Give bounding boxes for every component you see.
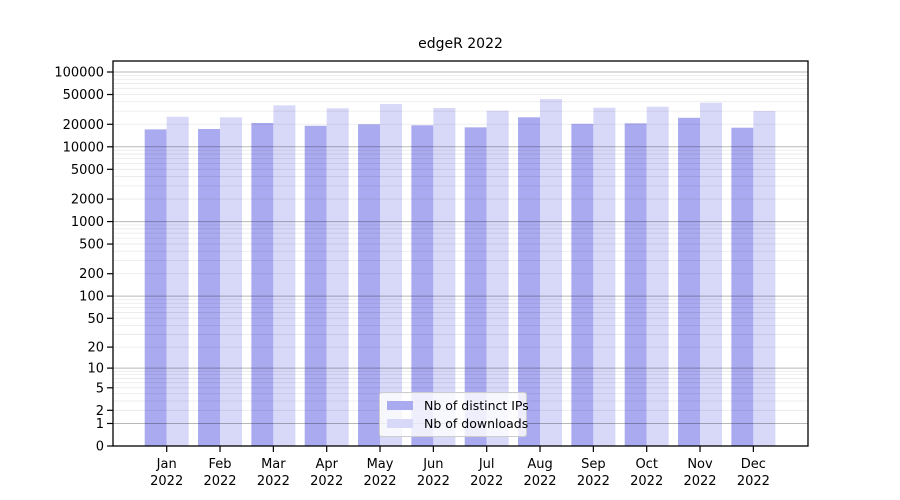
- y-tick-label: 10: [87, 362, 104, 377]
- legend-item-downloads: Nb of downloads: [387, 416, 528, 431]
- legend-item-distinct-ips: Nb of distinct IPs: [387, 398, 529, 413]
- x-tick-label-year: 2022: [310, 474, 343, 489]
- x-tick-label-year: 2022: [150, 474, 183, 489]
- bar-apr-downloads: [326, 108, 349, 446]
- x-tick-label-year: 2022: [363, 474, 396, 489]
- x-tick-label-year: 2022: [203, 474, 236, 489]
- bar-jan-downloads: [166, 116, 189, 447]
- bar-jun-distinct-ips: [411, 125, 434, 447]
- x-tick-label-month: Jun: [422, 457, 443, 472]
- legend-swatch-downloads-icon: [387, 419, 413, 428]
- bar-feb-downloads: [220, 117, 243, 446]
- bar-jul-downloads: [486, 110, 509, 447]
- y-tick-label: 50: [87, 312, 104, 327]
- bar-jul-distinct-ips: [464, 127, 487, 446]
- y-tick-label: 50000: [63, 88, 104, 103]
- x-tick-label-year: 2022: [523, 474, 556, 489]
- bar-aug-downloads: [540, 99, 563, 446]
- y-tick-label: 200: [79, 267, 104, 282]
- x-tick-label-year: 2022: [577, 474, 610, 489]
- x-tick-label-year: 2022: [417, 474, 450, 489]
- y-tick-label: 0: [96, 440, 104, 455]
- y-tick-label: 500: [79, 238, 104, 253]
- x-tick-label-month: May: [367, 457, 394, 472]
- x-tick-label-year: 2022: [737, 474, 770, 489]
- bar-dec-distinct-ips: [731, 127, 754, 446]
- y-tick-label: 1000: [71, 215, 104, 230]
- bar-apr-distinct-ips: [304, 125, 327, 446]
- y-tick-label: 1: [96, 417, 104, 432]
- y-tick-label: 2000: [71, 193, 104, 208]
- x-tick-label-month: Sep: [581, 457, 606, 472]
- bar-aug-distinct-ips: [518, 117, 541, 446]
- legend-label-distinct-ips: Nb of distinct IPs: [424, 398, 529, 413]
- x-tick-label-month: Jul: [478, 457, 495, 472]
- x-tick-label-month: Dec: [741, 457, 766, 472]
- legend: Nb of distinct IPs Nb of downloads: [379, 392, 529, 437]
- x-tick-label-year: 2022: [257, 474, 290, 489]
- bar-nov-downloads: [700, 102, 723, 446]
- x-tick-label-year: 2022: [683, 474, 716, 489]
- y-tick-label: 100000: [54, 66, 104, 81]
- bar-feb-distinct-ips: [198, 128, 221, 446]
- chart-title: edgeR 2022: [418, 36, 503, 52]
- y-tick-label: 2: [96, 404, 104, 419]
- x-tick-label-month: Oct: [635, 457, 657, 472]
- x-tick-label-year: 2022: [470, 474, 503, 489]
- x-tick-label-month: Apr: [315, 457, 338, 472]
- y-tick-label: 100: [79, 290, 104, 305]
- bar-mar-distinct-ips: [251, 123, 274, 447]
- legend-swatch-distinct-ips-icon: [387, 401, 413, 410]
- bar-jun-downloads: [433, 108, 456, 446]
- y-tick-label: 5: [96, 381, 104, 396]
- bar-dec-downloads: [753, 111, 776, 446]
- x-tick-label-month: Mar: [261, 457, 286, 472]
- bar-oct-downloads: [646, 106, 669, 447]
- bar-sep-distinct-ips: [571, 123, 594, 446]
- x-tick-label-month: Aug: [527, 457, 552, 472]
- bar-may-downloads: [380, 104, 403, 446]
- x-tick-label-year: 2022: [630, 474, 663, 489]
- x-tick-label-month: Jan: [156, 457, 177, 472]
- bar-oct-distinct-ips: [624, 123, 647, 446]
- y-tick-label: 10000: [63, 140, 104, 155]
- y-tick-label: 20000: [63, 118, 104, 133]
- bar-jan-distinct-ips: [144, 129, 167, 446]
- x-tick-label-month: Feb: [209, 457, 232, 472]
- x-tick-label-month: Nov: [687, 457, 713, 472]
- plot-frame: [112, 60, 809, 447]
- bar-sep-downloads: [593, 107, 616, 446]
- bar-may-distinct-ips: [358, 124, 381, 446]
- bar-mar-downloads: [273, 105, 296, 447]
- legend-label-downloads: Nb of downloads: [424, 416, 529, 431]
- bar-nov-distinct-ips: [678, 117, 701, 446]
- y-tick-label: 20: [87, 341, 104, 356]
- y-tick-label: 5000: [71, 163, 104, 178]
